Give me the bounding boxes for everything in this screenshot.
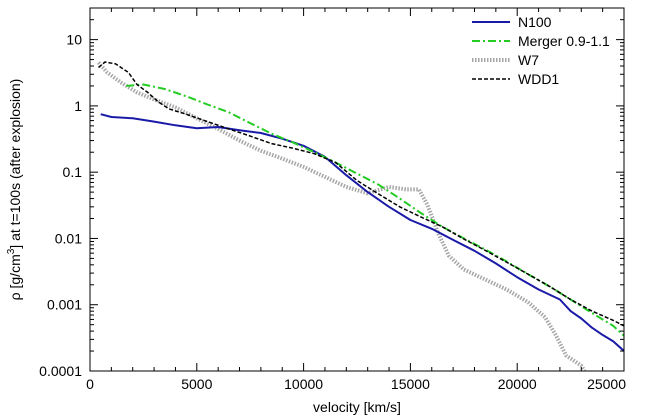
x-axis-title: velocity [km/s] <box>313 399 401 415</box>
ticks-layer: 0 5000 10000 15000 20000 25000 10 1 0.1 0.01 0.001… <box>39 7 626 392</box>
x-tick-label: 0 <box>86 376 94 392</box>
series-line-wdd1 <box>98 61 624 327</box>
y-tick-label: 0.001 <box>47 297 82 313</box>
y-tick-label: 10 <box>66 32 82 48</box>
legend-label: Merger 0.9-1.1 <box>518 33 610 49</box>
series-line-w7 <box>96 61 587 371</box>
plot-frame <box>89 7 625 372</box>
y-tick-label: 0.1 <box>63 164 83 180</box>
series-line-merger-0-9-1-1 <box>126 83 624 337</box>
y-axis-title-superscript: 3 <box>6 248 17 254</box>
x-tick-label: 25000 <box>587 376 626 392</box>
y-tick-label: 1 <box>74 98 82 114</box>
legend: N100 Merger 0.9-1.1 W7 WDD1 <box>472 14 610 87</box>
x-tick-label: 5000 <box>181 376 212 392</box>
x-tick-label: 15000 <box>391 376 430 392</box>
legend-label: W7 <box>518 52 539 68</box>
y-axis-title-suffix: ] at t=100s (after explosion) <box>7 79 23 249</box>
y-tick-label: 0.01 <box>55 230 82 246</box>
y-axis-title-prefix: ρ [g/cm <box>7 254 23 300</box>
y-tick-label: 0.0001 <box>39 363 82 379</box>
legend-label: N100 <box>518 14 552 30</box>
x-tick-label: 20000 <box>498 376 537 392</box>
series-layer <box>96 61 624 371</box>
x-tick-label: 10000 <box>284 376 323 392</box>
y-axis-title: ρ [g/cm3] at t=100s (after explosion) <box>6 79 23 301</box>
series-line-n100 <box>100 113 624 352</box>
legend-label: WDD1 <box>518 71 559 87</box>
